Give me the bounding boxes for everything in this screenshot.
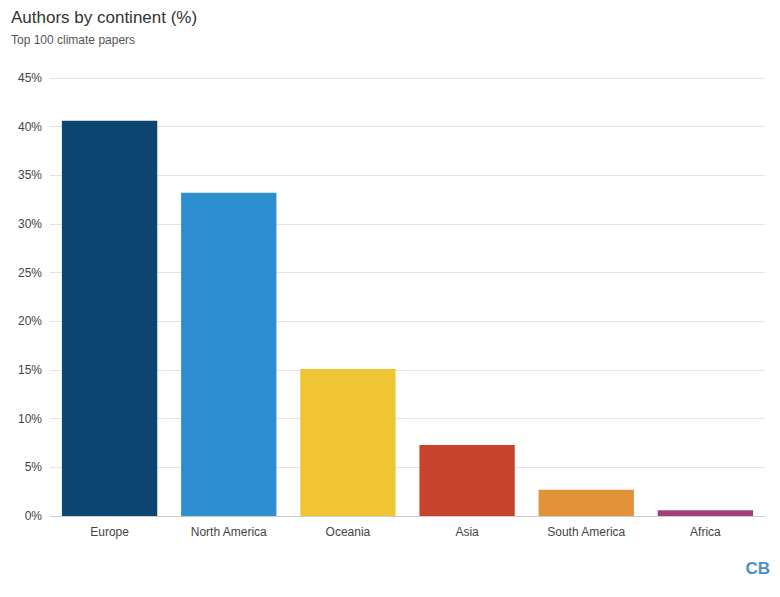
svg-text:10%: 10%: [18, 412, 42, 426]
svg-text:Top 100 climate papers: Top 100 climate papers: [11, 33, 135, 47]
svg-text:45%: 45%: [18, 71, 42, 85]
svg-text:Africa: Africa: [690, 525, 721, 539]
svg-text:5%: 5%: [25, 460, 43, 474]
svg-text:0%: 0%: [25, 509, 43, 523]
svg-text:North America: North America: [191, 525, 267, 539]
svg-text:South America: South America: [547, 525, 625, 539]
svg-text:40%: 40%: [18, 120, 42, 134]
svg-text:Asia: Asia: [455, 525, 479, 539]
svg-text:Europe: Europe: [90, 525, 129, 539]
svg-text:30%: 30%: [18, 217, 42, 231]
svg-text:15%: 15%: [18, 363, 42, 377]
svg-text:35%: 35%: [18, 168, 42, 182]
svg-text:Authors by continent (%): Authors by continent (%): [11, 8, 197, 27]
svg-text:CB: CB: [745, 559, 770, 578]
svg-text:Oceania: Oceania: [326, 525, 371, 539]
svg-text:20%: 20%: [18, 314, 42, 328]
svg-text:25%: 25%: [18, 266, 42, 280]
